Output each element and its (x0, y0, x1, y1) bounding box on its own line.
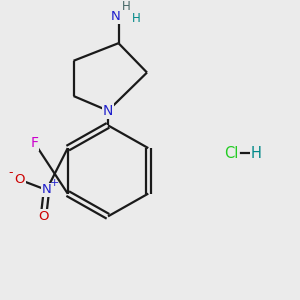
Text: +: + (50, 178, 60, 188)
Text: Cl: Cl (224, 146, 238, 161)
Text: N: N (42, 183, 51, 196)
Text: -: - (8, 166, 13, 179)
Text: H: H (122, 0, 130, 13)
Text: N: N (103, 104, 113, 118)
Text: F: F (31, 136, 38, 150)
Text: O: O (14, 173, 25, 186)
Text: O: O (38, 210, 49, 223)
Text: H: H (131, 12, 140, 25)
Text: H: H (251, 146, 262, 161)
Text: N: N (111, 10, 120, 23)
